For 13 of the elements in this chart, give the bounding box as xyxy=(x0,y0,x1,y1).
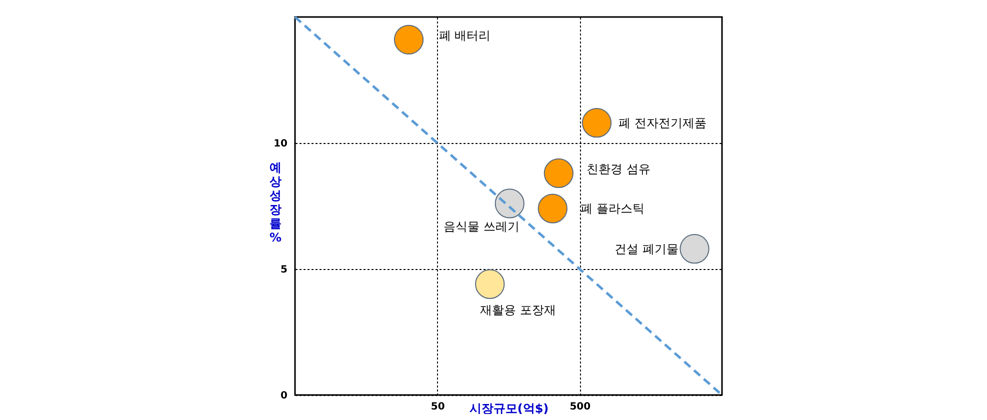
annotation: 폐 플라스틱 xyxy=(580,202,644,216)
y-tick-label: 0 xyxy=(280,390,288,402)
y-axis-title: 예상성장률% xyxy=(268,160,282,244)
x-tick-label: 50 xyxy=(430,402,445,412)
annotation: 폐 전자전기제품 xyxy=(618,116,707,130)
annotation: 건설 폐기물 xyxy=(614,242,679,256)
annotation: 친환경 섬유 xyxy=(586,162,650,176)
annotation: 폐 배터리 xyxy=(438,28,491,43)
annotation: 재활용 포장재 xyxy=(480,303,556,318)
annotation: 음식물 쓰레기 xyxy=(444,219,520,234)
y-tick-label: 10 xyxy=(274,138,288,150)
y-tick-label: 5 xyxy=(280,264,288,276)
x-tick-label: 500 xyxy=(570,402,591,412)
